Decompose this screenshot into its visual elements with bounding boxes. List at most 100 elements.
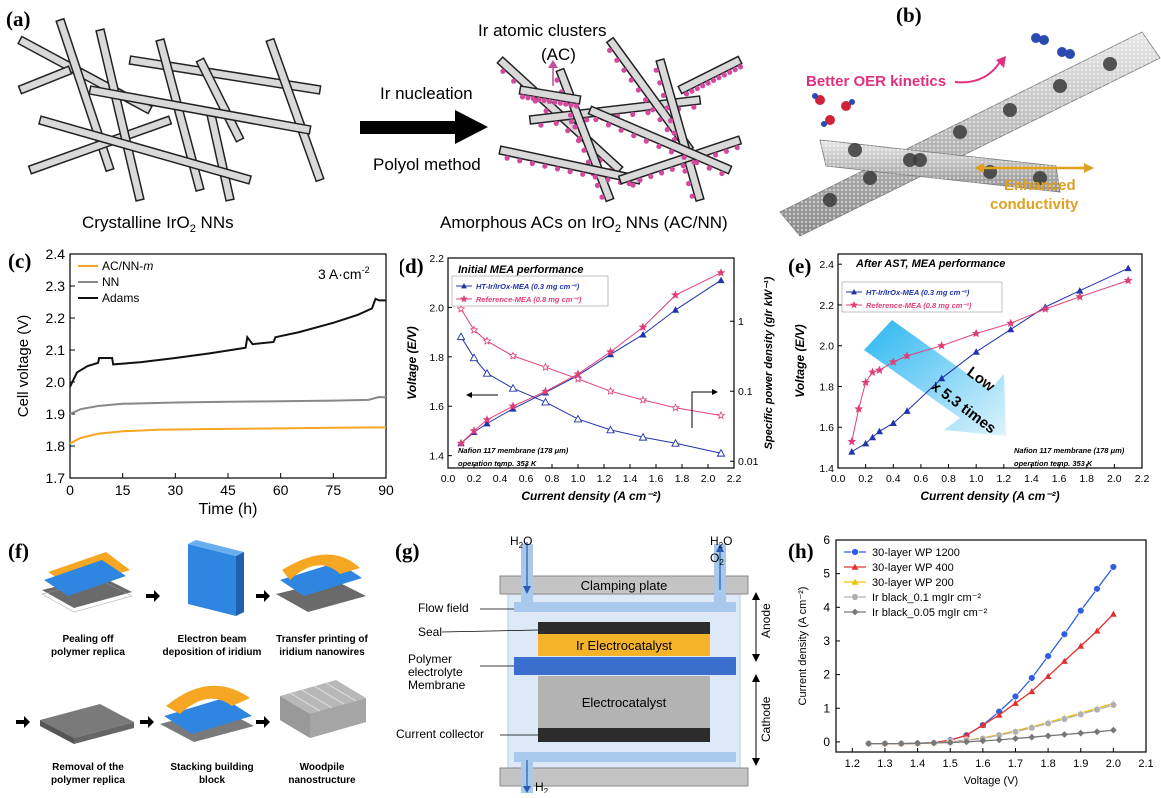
- data-point: [1109, 563, 1118, 571]
- ir-cluster-dot: [650, 107, 656, 113]
- y-tick-label: 2.2: [819, 300, 834, 312]
- data-point: [1011, 728, 1020, 736]
- legend-label: Ir black_0.1 mgIr cm⁻²: [872, 592, 981, 604]
- ir-cluster-dot: [563, 101, 569, 107]
- step-stacking-art: [160, 685, 254, 742]
- x-tick-label: 2.2: [1135, 473, 1150, 485]
- data-point: [606, 425, 615, 434]
- membrane-label-1: Polymer: [408, 652, 452, 666]
- ir-cluster-dot: [525, 95, 531, 101]
- current-collector-layer: [538, 728, 710, 742]
- ir-cluster-spot: [1103, 57, 1117, 71]
- x-tick-label: 0.2: [858, 473, 873, 485]
- y-axis-label: Current density (A cm⁻²): [797, 587, 809, 706]
- x-tick-label: 1.5: [943, 758, 958, 770]
- anode-label: Anode: [759, 603, 773, 638]
- series-line-1: [460, 272, 722, 444]
- y-tick-label: 1.8: [46, 438, 66, 454]
- conductivity-arrow-left: [974, 163, 984, 173]
- x-tick-label: 0.0: [441, 473, 456, 485]
- step-removal-art: [40, 704, 134, 744]
- ir-cluster-spot: [1003, 103, 1017, 117]
- ir-cluster-dot: [511, 78, 517, 84]
- series-line-4: [868, 729, 1114, 745]
- x-tick-label: 1.3: [877, 758, 892, 770]
- chart-d-note1: Nafion 117 membrane (178 μm): [458, 446, 569, 455]
- step-arrow-2: [256, 590, 270, 602]
- x-tick-label: 15: [115, 482, 131, 498]
- right-axis-arrow-head: [712, 389, 718, 395]
- chart-e: (e) After AST, MEA performance x 5.3 tim…: [788, 253, 1150, 503]
- ir-cluster-dot: [618, 127, 624, 133]
- data-point: [1061, 657, 1068, 664]
- y-tick-label: 1.6: [429, 401, 444, 413]
- ir-cluster-dot: [580, 171, 586, 177]
- data-point: [638, 322, 648, 331]
- hydrogen-outlet-label: H2: [535, 780, 549, 793]
- oer-kinetics-label: Better OER kinetics: [806, 73, 946, 90]
- chart-h: (h) 1.2 1.3 1.4 1.5 1.6 1.7 1.8 1.9 2.0 2.1 0 1 2 3 4 5…: [788, 533, 1154, 787]
- data-point: [671, 290, 680, 299]
- x-tick-label: 2.1: [1138, 758, 1153, 770]
- ir-cluster-spot: [1033, 171, 1047, 185]
- ir-cluster-dot: [659, 170, 665, 176]
- ir-cluster-dot: [660, 92, 667, 98]
- crystalline-nanoneedles: [17, 17, 325, 202]
- process-arrow-shaft: [360, 121, 458, 134]
- chart-d-note2: operation temp. 353 K: [458, 459, 537, 468]
- data-point: [606, 347, 615, 356]
- hydrogen-arrow-head: [523, 786, 531, 793]
- data-point: [938, 374, 946, 382]
- data-point: [1075, 292, 1085, 301]
- data-point: [851, 578, 859, 585]
- data-point: [881, 740, 889, 747]
- ir-cluster-dot: [657, 117, 663, 123]
- legend-label: 30-layer WP 200: [872, 577, 954, 589]
- ir-cluster-dot: [567, 112, 574, 118]
- water-outlet-label: H2O: [710, 534, 732, 550]
- panel-a-label: (a): [6, 7, 31, 31]
- ir-cluster-dot: [637, 177, 643, 183]
- ir-cluster-dot: [585, 159, 592, 165]
- step-transfer-art: [276, 554, 366, 612]
- data-point: [1109, 610, 1117, 617]
- data-point: [1028, 688, 1036, 695]
- ir-cluster-dot: [630, 182, 636, 188]
- data-point: [937, 341, 947, 350]
- data-point: [573, 414, 583, 423]
- water-inlet-label: H2O: [510, 534, 532, 550]
- data-point: [875, 427, 884, 435]
- ir-cluster-dot: [500, 68, 506, 74]
- step-3-line2: iridium nanowires: [279, 647, 365, 658]
- seal-leader: [441, 629, 539, 633]
- y-axis-label: Voltage (E/V): [405, 326, 419, 400]
- ir-cluster-dot: [552, 99, 558, 105]
- step-4-line1: Removal of the: [52, 762, 124, 773]
- ir-cluster-dot: [680, 163, 686, 169]
- step-5-line2: block: [199, 775, 226, 786]
- x-tick-label: 0.6: [914, 473, 929, 485]
- y-tick-label: 2.0: [46, 374, 66, 390]
- data-point: [1011, 692, 1020, 701]
- ir-cluster-spot: [953, 125, 967, 139]
- ir-cluster-dot: [599, 194, 605, 200]
- cathode-label: Cathode: [759, 696, 773, 742]
- data-point: [1093, 705, 1101, 714]
- step-woodpile-art: [280, 680, 366, 738]
- data-point: [995, 736, 1003, 744]
- left-axis-arrow-head: [466, 392, 472, 398]
- x-tick-label: 1.9: [1073, 758, 1088, 770]
- step-5-line1: Stacking building: [170, 762, 253, 773]
- legend-label: 30-layer WP 1200: [872, 547, 960, 559]
- x-tick-label: 1.8: [1079, 473, 1094, 485]
- data-point: [963, 738, 970, 746]
- chart-c-annotation: 3 A·cm-2: [318, 265, 370, 282]
- data-point: [862, 439, 870, 447]
- x-tick-label: 1.6: [1052, 473, 1067, 485]
- legend-label: 30-layer WP 400: [872, 562, 954, 574]
- data-point: [1028, 674, 1036, 682]
- ir-cluster-spot: [913, 153, 927, 167]
- ir-cluster-dot: [565, 128, 571, 134]
- panel-g-label: (g): [395, 539, 420, 563]
- series-line-ac-nn-m: [69, 426, 387, 445]
